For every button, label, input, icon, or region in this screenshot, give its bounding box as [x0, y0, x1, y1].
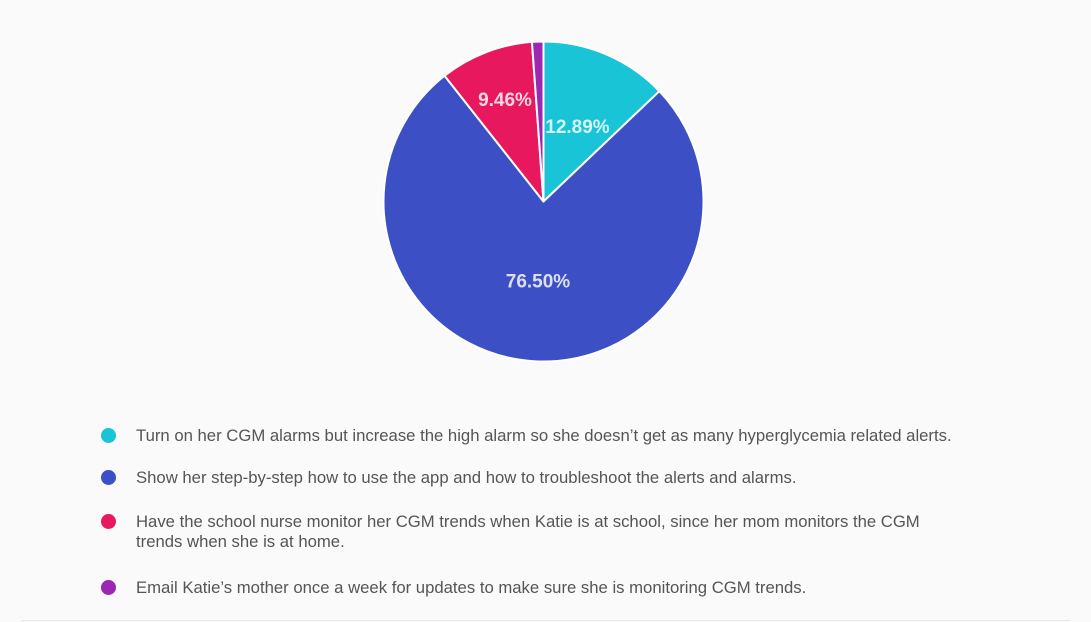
svg-text:76.50%: 76.50%	[506, 272, 571, 293]
svg-text:12.89%: 12.89%	[545, 117, 610, 138]
svg-text:9.46%: 9.46%	[478, 90, 532, 111]
